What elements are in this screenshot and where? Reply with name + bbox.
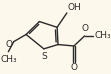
- Text: CH₃: CH₃: [94, 31, 111, 40]
- Text: O: O: [70, 63, 77, 72]
- Text: OH: OH: [68, 3, 81, 12]
- Text: O: O: [6, 40, 13, 49]
- Text: O: O: [81, 24, 88, 33]
- Text: S: S: [42, 52, 48, 61]
- Text: CH₃: CH₃: [0, 55, 17, 64]
